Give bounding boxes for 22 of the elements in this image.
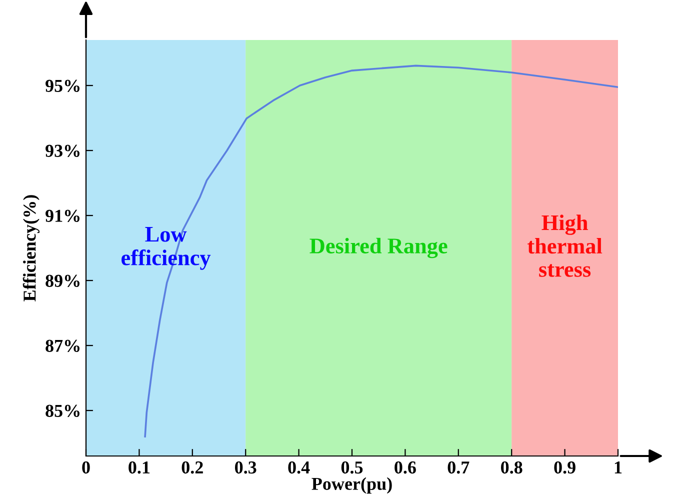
x-tick-label: 0.2: [182, 461, 203, 474]
x-tick-label: 0: [82, 461, 90, 474]
x-tick-label: 0.5: [341, 461, 363, 474]
y-tick-label: 95%: [46, 80, 80, 92]
x-axis-title: Power(pu): [312, 477, 392, 494]
x-tick-label: 0.6: [394, 461, 416, 474]
x-tick-label: 0.9: [554, 461, 576, 474]
band-label: High thermal stress: [528, 214, 602, 277]
y-tick-label: 85%: [46, 404, 80, 417]
x-tick-label: 1: [614, 461, 622, 474]
x-tick-label: 0.1: [128, 461, 150, 474]
x-tick-label: 0.8: [501, 461, 522, 474]
x-tick-label: 0.7: [448, 461, 470, 474]
y-tick-label: 89%: [46, 274, 80, 287]
y-tick-label: 91%: [46, 210, 80, 222]
x-tick-label: 0.3: [235, 461, 256, 474]
band-label: Low efficiency: [122, 227, 211, 270]
y-axis-title: Efficiency(%): [22, 195, 40, 302]
x-tick-label: 0.4: [288, 461, 310, 474]
y-tick-label: 87%: [46, 340, 80, 352]
y-tick-label: 93%: [46, 144, 80, 157]
band-label: Desired Range: [310, 238, 448, 258]
